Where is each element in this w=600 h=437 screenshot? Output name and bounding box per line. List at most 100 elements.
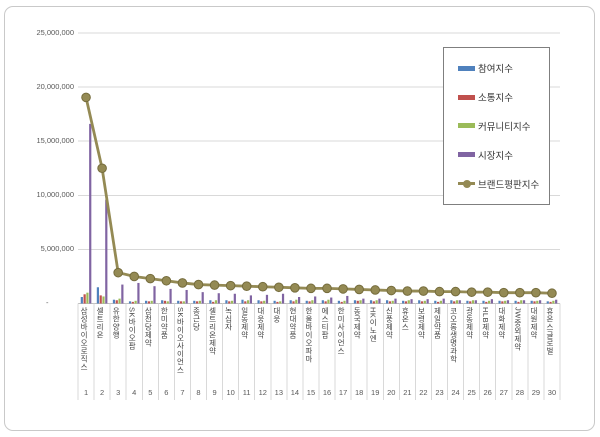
rank-label: 14 [290, 388, 300, 397]
bar-community [247, 300, 250, 304]
legend-swatch-line-marker [458, 179, 475, 188]
rank-label: 26 [483, 388, 492, 397]
bar-community [343, 300, 346, 304]
bar-market [442, 298, 445, 304]
rank-label: 8 [196, 388, 201, 397]
bar-participation [161, 300, 164, 304]
category-label: 종근당 [192, 307, 201, 331]
category-label: 한올바이오파마 [304, 307, 313, 363]
rank-label: 13 [274, 388, 283, 397]
line-marker [274, 282, 284, 293]
line-marker [97, 163, 107, 174]
bar-community [520, 300, 523, 304]
bar-market [265, 294, 269, 304]
bar-participation [369, 300, 373, 304]
bar-communication [501, 301, 504, 304]
bar-market [330, 297, 333, 304]
line-marker [81, 92, 91, 103]
category-label: 삼성바이오로직스 [80, 307, 88, 371]
bar-participation [418, 300, 421, 304]
rank-label: 24 [451, 388, 460, 397]
bar-communication [115, 300, 118, 304]
legend-label: 소통지수 [478, 93, 513, 105]
bar-community [311, 300, 314, 304]
bar-market [539, 300, 542, 304]
category-label: JW중외제약 [513, 307, 522, 351]
line-marker [257, 281, 268, 292]
bar-communication [324, 301, 327, 304]
legend-swatch-participation [458, 65, 475, 71]
line-marker [193, 279, 204, 290]
legend-item-market: 시장지수 [458, 149, 549, 162]
category-label: 유한양행 [112, 307, 120, 339]
legend-swatch-communication [458, 94, 475, 100]
bar-community [134, 300, 137, 304]
bar-participation [482, 300, 485, 304]
rank-label: 17 [338, 388, 348, 397]
bar-participation [466, 300, 469, 304]
legend-swatch-community [458, 123, 475, 129]
bar-market [555, 299, 558, 304]
rank-label: 12 [258, 388, 267, 397]
bar-communication [372, 301, 375, 304]
line-marker [241, 281, 252, 291]
line-marker [531, 287, 541, 298]
line-marker [418, 286, 429, 296]
bar-participation [546, 301, 549, 304]
line-marker [547, 288, 557, 299]
bar-market [137, 282, 140, 304]
line-marker [450, 286, 461, 297]
bar-communication [340, 301, 343, 304]
bar-market [410, 299, 413, 304]
legend-item-communication: 소통지수 [458, 91, 549, 105]
bar-participation [434, 300, 437, 304]
bar-market [314, 296, 317, 304]
category-label: 녹십자 [224, 307, 233, 331]
bar-market [201, 292, 204, 304]
line-marker [515, 287, 525, 298]
bar-market [105, 199, 108, 304]
bar-communication [179, 301, 183, 304]
rank-label: 10 [226, 388, 235, 397]
bar-community [182, 301, 185, 304]
bar-participation [321, 300, 324, 304]
bar-participation [145, 300, 148, 304]
bar-participation [273, 300, 276, 304]
y-tick-label: 25,000,000 [36, 28, 74, 37]
bar-market [458, 300, 461, 304]
rank-label: 6 [164, 388, 169, 397]
category-label: SK바이오사이언스 [176, 307, 184, 375]
legend-box: 참여지수 소통지수 커뮤니티지수 시장지수 브랜드평판지수 [443, 47, 550, 205]
bar-market [298, 297, 301, 304]
bar-participation [128, 301, 132, 304]
bar-participation [386, 300, 389, 304]
line-marker [354, 284, 364, 295]
legend-label: 커뮤니티지수 [478, 121, 531, 133]
bar-communication [485, 301, 488, 304]
bar-participation [193, 300, 196, 304]
line-marker [129, 271, 140, 282]
line-marker [338, 284, 348, 294]
bar-communication [196, 301, 199, 304]
line-marker [402, 286, 413, 296]
bar-community [102, 296, 105, 304]
line-marker [161, 275, 172, 286]
bar-communication [212, 301, 215, 304]
bar-communication [356, 300, 359, 304]
bar-community [118, 298, 121, 304]
bar-community [263, 300, 266, 304]
rank-label: 15 [306, 388, 316, 397]
bar-participation [402, 300, 405, 304]
category-label: 셀트리온 [96, 307, 104, 339]
bar-community [471, 300, 475, 304]
legend-swatch-market [458, 152, 475, 158]
bar-market [249, 295, 252, 304]
legend-label: 시장지수 [478, 150, 513, 162]
rank-label: 25 [467, 388, 476, 397]
bar-participation [209, 300, 212, 304]
category-label: 광동제약 [465, 307, 474, 339]
bar-communication [469, 301, 472, 304]
bar-communication [244, 301, 247, 304]
bar-community [552, 300, 555, 304]
